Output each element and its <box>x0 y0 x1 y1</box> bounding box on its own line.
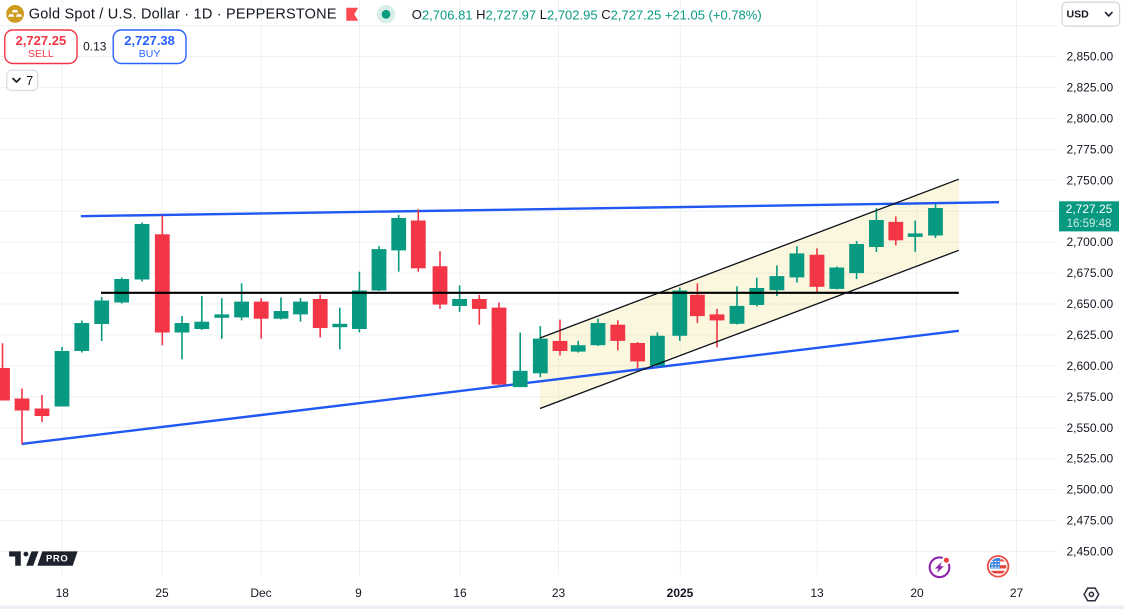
svg-text:2025: 2025 <box>667 586 694 600</box>
svg-text:16:59:48: 16:59:48 <box>1067 218 1112 230</box>
svg-text:0.13: 0.13 <box>83 40 107 54</box>
svg-text:2,500.00: 2,500.00 <box>1067 483 1114 497</box>
svg-text:23: 23 <box>552 586 566 600</box>
svg-text:2,775.00: 2,775.00 <box>1067 142 1114 156</box>
svg-text:2,575.00: 2,575.00 <box>1067 390 1114 404</box>
svg-text:Gold Spot / U.S. Dollar · 1D ·: Gold Spot / U.S. Dollar · 1D · PEPPERSTO… <box>29 7 337 23</box>
svg-text:2,727.38: 2,727.38 <box>124 33 175 48</box>
svg-text:20: 20 <box>910 586 924 600</box>
svg-text:2,450.00: 2,450.00 <box>1067 545 1114 559</box>
svg-text:2,727.25: 2,727.25 <box>1066 202 1113 216</box>
svg-text:2,727.25: 2,727.25 <box>16 33 67 48</box>
svg-text:2,750.00: 2,750.00 <box>1067 173 1114 187</box>
svg-text:18: 18 <box>56 586 70 600</box>
svg-text:2,625.00: 2,625.00 <box>1067 328 1114 342</box>
svg-text:2,650.00: 2,650.00 <box>1067 297 1114 311</box>
svg-text:2,475.00: 2,475.00 <box>1067 514 1114 528</box>
svg-text:13: 13 <box>810 586 824 600</box>
svg-text:2,525.00: 2,525.00 <box>1067 452 1114 466</box>
svg-text:2,700.00: 2,700.00 <box>1067 235 1114 249</box>
svg-text:25: 25 <box>155 586 169 600</box>
svg-text:O2,706.81 H2,727.97 L2,702.95: O2,706.81 H2,727.97 L2,702.95 C2,727.25 … <box>412 7 762 22</box>
svg-text:SELL: SELL <box>28 48 54 60</box>
svg-text:2,825.00: 2,825.00 <box>1067 81 1114 95</box>
svg-text:2,550.00: 2,550.00 <box>1067 421 1114 435</box>
svg-text:27: 27 <box>1010 586 1024 600</box>
svg-text:BUY: BUY <box>139 48 161 60</box>
svg-text:PRO: PRO <box>46 553 68 564</box>
svg-text:16: 16 <box>453 586 467 600</box>
svg-text:USD: USD <box>1067 9 1090 21</box>
svg-text:2,600.00: 2,600.00 <box>1067 359 1114 373</box>
svg-text:Dec: Dec <box>250 586 271 600</box>
svg-text:2,850.00: 2,850.00 <box>1067 50 1114 64</box>
svg-text:2,800.00: 2,800.00 <box>1067 112 1114 126</box>
svg-text:2,675.00: 2,675.00 <box>1067 266 1114 280</box>
svg-text:9: 9 <box>355 586 362 600</box>
svg-text:7: 7 <box>26 74 33 88</box>
